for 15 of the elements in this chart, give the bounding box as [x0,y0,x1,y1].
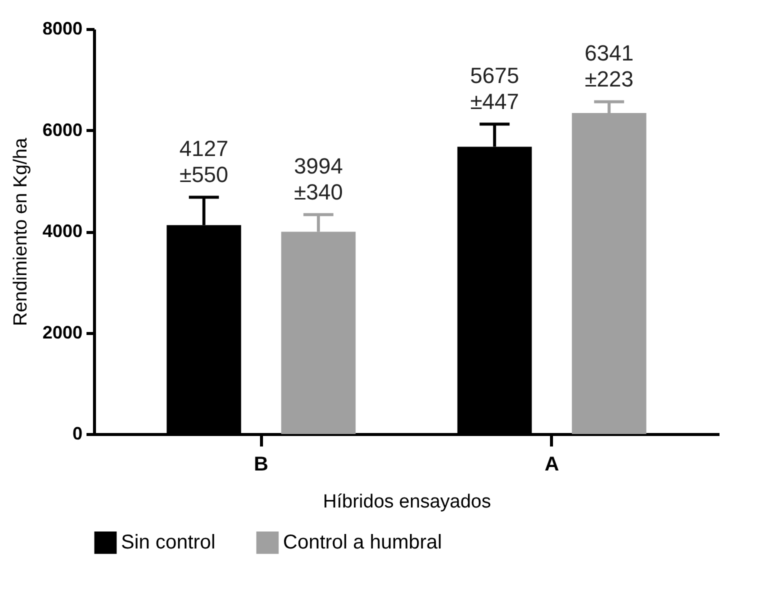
data-label: 4127 ±550 [179,136,228,188]
legend-label: Control a humbral [283,532,442,554]
y-tick-label: 8000 [42,18,82,38]
y-tick-label: 0 [72,424,82,444]
data-label: 5675 ±447 [470,63,520,114]
data-label: 3994 ±340 [294,154,343,205]
y-tick-label: 6000 [42,120,82,140]
x-tick-label: B [254,454,268,476]
legend-label: Sin control [121,532,216,554]
y-tick-label: 2000 [42,322,82,342]
x-tick-label: A [544,454,560,476]
y-axis-title: Rendimiento en Kg/ha [10,138,32,326]
y-tick-label: 4000 [42,221,82,241]
x-axis-title: Híbridos ensayados [323,492,491,512]
data-label: 6341 ±223 [584,40,634,92]
